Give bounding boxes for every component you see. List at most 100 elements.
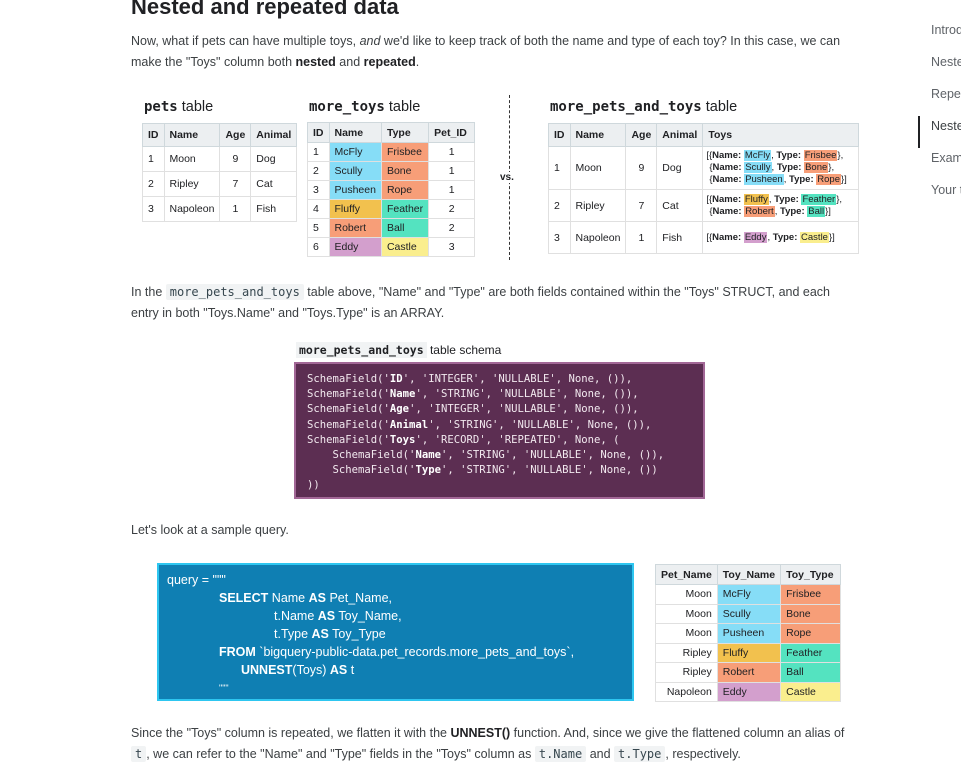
toc-item-nested-and-repeated[interactable]: Nested and repeated data — [918, 116, 961, 148]
schema-line: SchemaField('Toys', 'RECORD', 'REPEATED'… — [307, 434, 620, 446]
sql-keyword: AS — [308, 591, 326, 605]
query-line: t.Name AS Toy_Name, — [167, 607, 624, 625]
schema-text: )) — [307, 479, 320, 492]
table-row: Moon McFly Frisbee — [655, 584, 842, 605]
col-header: Type — [380, 122, 430, 143]
cell: Frisbee — [380, 142, 430, 162]
bracket: { — [709, 162, 713, 173]
cell: Ball — [780, 662, 842, 683]
cell: Castle — [380, 237, 430, 257]
cell: 2 — [307, 161, 330, 181]
sql-text: Toy_Type — [328, 627, 386, 641]
toy-entry: [{Name: McFly, Type: Frisbee}, — [706, 150, 844, 161]
cell: 1 — [307, 142, 330, 162]
query-result-table: Pet_Name Toy_Name Toy_Type Moon McFly Fr… — [655, 564, 842, 702]
name-key: Name: — [712, 174, 742, 185]
schema-line: SchemaField('Type', 'STRING', 'NULLABLE'… — [307, 464, 658, 476]
toc-item-example[interactable]: Example — [931, 151, 961, 165]
query-line: """ — [219, 683, 229, 693]
schema-code: SchemaField('ID', 'INTEGER', 'NULLABLE',… — [307, 372, 692, 494]
more-toys-table-caption: more_toys table — [309, 99, 420, 115]
cell: Cat — [656, 189, 704, 222]
bracket: { — [709, 174, 713, 185]
toy-entry: {Name: Scully, Type: Bone}, — [709, 162, 835, 173]
col-header: Toys — [702, 123, 859, 147]
sql-keyword: SELECT — [219, 591, 269, 605]
schema-table-name: more_pets_and_toys — [296, 342, 427, 358]
cell: Napoleon — [163, 196, 221, 222]
name-key: Name: — [712, 162, 742, 173]
table-row: 5 Robert Ball 2 — [307, 218, 476, 238]
table-row: 2 Ripley 7 Cat [{Name: Fluffy, Type: Fea… — [548, 189, 859, 222]
type-key: Type: — [776, 150, 802, 161]
table-row: Moon Pusheen Rope — [655, 623, 842, 644]
inline-code: more_pets_and_toys — [165, 284, 304, 300]
more-pets-and-toys-table: ID Name Age Animal Toys 1 Moon 9 Dog [{N… — [548, 123, 859, 254]
toy-type: Castle — [800, 231, 829, 243]
toc-item-repeated-data[interactable]: Repeated data — [931, 87, 961, 101]
more-toys-table-name: more_toys — [309, 99, 385, 115]
schema-text: SchemaField(' — [307, 464, 416, 477]
schema-text: ', 'STRING', 'NULLABLE', None, ()) — [440, 464, 658, 477]
schema-field-name: ID — [389, 373, 403, 385]
type-key: Type: — [774, 193, 799, 205]
since-text: , respectively. — [665, 747, 741, 761]
query-line: query = """ — [167, 573, 226, 587]
toc-item-your-turn[interactable]: Your turn — [931, 183, 961, 197]
table-header-row: ID Name Age Animal — [142, 123, 298, 147]
table-row: Ripley Robert Ball — [655, 662, 842, 683]
sql-keyword: AS — [329, 663, 348, 677]
table-row: 2 Scully Bone 1 — [307, 161, 476, 181]
cell: 7 — [219, 171, 252, 197]
name-key: Name: — [712, 150, 742, 161]
type-key: Type: — [776, 162, 802, 173]
table-row: 1 McFly Frisbee 1 — [307, 142, 476, 162]
schema-text: SchemaField(' — [307, 418, 390, 431]
sql-text: (Toys) — [292, 663, 330, 677]
sql-text: t — [347, 663, 355, 677]
toy-name: Fluffy — [743, 193, 769, 205]
type-key: Type: — [779, 205, 805, 217]
schema-text: ', 'RECORD', 'REPEATED', None, ( — [415, 433, 620, 446]
schema-line: SchemaField('Name', 'STRING', 'NULLABLE'… — [307, 388, 639, 400]
cell: 3 — [428, 237, 476, 257]
toy-type: Frisbee — [803, 150, 838, 161]
sql-keyword: FROM — [219, 645, 256, 659]
intro-emphasis: and — [359, 34, 381, 48]
toy-name: Scully — [744, 162, 772, 173]
schema-line: SchemaField('Age', 'INTEGER', 'NULLABLE'… — [307, 403, 639, 415]
toy-entry: [{Name: Eddy, Type: Castle}] — [706, 231, 835, 243]
caption-suffix: table schema — [426, 343, 502, 357]
col-header: Name — [328, 122, 382, 143]
cell: McFly — [328, 142, 382, 162]
cell: 3 — [548, 221, 571, 254]
cell: Pusheen — [328, 180, 382, 200]
schema-code-block: SchemaField('ID', 'INTEGER', 'NULLABLE',… — [294, 362, 705, 499]
toys-cell: [{Name: Fluffy, Type: Feather}, {Name: R… — [702, 189, 859, 222]
sql-keyword: UNNEST — [241, 663, 293, 677]
col-header: Pet_Name — [655, 564, 718, 585]
table-row: 3 Pusheen Rope 1 — [307, 180, 476, 200]
more-toys-table: ID Name Type Pet_ID 1 McFly Frisbee 1 2 … — [307, 122, 476, 257]
cell: Rope — [780, 623, 842, 644]
cell: 2 — [548, 189, 571, 222]
cell: Fluffy — [716, 642, 782, 663]
since-bold-fn: UNNEST() — [450, 726, 511, 740]
schema-line: )) — [307, 479, 320, 491]
col-header: ID — [142, 123, 165, 147]
since-text: function. And, since we give the flatten… — [510, 726, 845, 740]
col-header: ID — [307, 122, 330, 143]
col-header: Pet_ID — [428, 122, 476, 143]
type-key: Type: — [788, 174, 814, 185]
col-header: Toy_Name — [716, 564, 782, 585]
table-row: 1 Moon 9 Dog — [142, 146, 298, 172]
toc-item-introduction[interactable]: Introduction — [931, 23, 961, 37]
toc-item-nested-data[interactable]: Nested data — [931, 55, 961, 69]
toy-type: Feather — [801, 193, 837, 205]
cell: Bone — [380, 161, 430, 181]
schema-line: SchemaField('ID', 'INTEGER', 'NULLABLE',… — [307, 373, 632, 385]
toy-name: McFly — [743, 150, 772, 161]
cell: Moon — [655, 603, 718, 624]
col-header: Toy_Type — [780, 564, 842, 585]
cell: Robert — [328, 218, 382, 238]
